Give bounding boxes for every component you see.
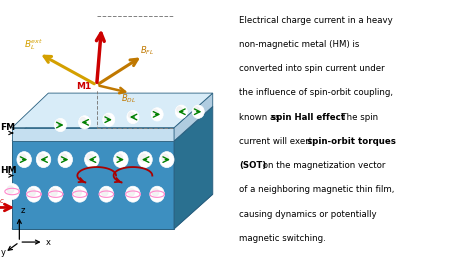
Polygon shape [12,141,174,229]
Text: y: y [1,248,6,257]
Circle shape [60,154,67,161]
Circle shape [140,154,146,161]
Circle shape [48,186,63,202]
Text: on the magnetization vector: on the magnetization vector [259,161,385,170]
Circle shape [153,110,158,115]
Circle shape [126,186,140,202]
Circle shape [29,189,36,196]
Circle shape [73,186,87,202]
Text: HM: HM [0,166,17,175]
Circle shape [127,110,139,124]
Text: causing dynamics or potentially: causing dynamics or potentially [239,210,377,219]
Circle shape [150,186,164,202]
Text: (SOT): (SOT) [239,161,266,170]
Circle shape [55,118,66,132]
Circle shape [162,154,168,161]
Circle shape [84,152,99,168]
Circle shape [91,79,102,91]
Text: converted into spin current under: converted into spin current under [239,64,385,73]
Text: M1: M1 [76,82,91,91]
Text: $B_{FL}$: $B_{FL}$ [140,44,154,57]
Polygon shape [174,106,213,229]
Circle shape [19,154,26,161]
Circle shape [128,189,135,196]
Polygon shape [12,106,213,141]
Circle shape [160,152,174,168]
Circle shape [87,154,93,161]
Text: spin-orbit torques: spin-orbit torques [307,137,396,146]
Circle shape [104,115,110,121]
Circle shape [192,105,204,118]
Polygon shape [12,93,213,128]
Circle shape [128,112,134,118]
Polygon shape [12,194,213,229]
Circle shape [5,184,19,200]
Circle shape [101,189,108,196]
Circle shape [116,154,122,161]
Circle shape [103,113,115,126]
Text: current will exert: current will exert [239,137,315,146]
Text: z: z [20,206,25,215]
Text: non-magnetic metal (HM) is: non-magnetic metal (HM) is [239,40,360,49]
Text: of a neighboring magnetic thin film,: of a neighboring magnetic thin film, [239,185,395,194]
Circle shape [99,186,114,202]
Text: . The spin: . The spin [336,113,378,122]
Circle shape [114,152,128,168]
Text: known as: known as [239,113,283,122]
Text: $B_{DL}$: $B_{DL}$ [121,92,136,105]
Circle shape [17,152,31,168]
Text: spin Hall effect: spin Hall effect [271,113,346,122]
Circle shape [51,189,57,196]
Circle shape [36,152,51,168]
Polygon shape [174,93,213,141]
Circle shape [58,152,73,168]
Circle shape [175,105,187,118]
Circle shape [177,107,182,113]
Circle shape [138,152,152,168]
Circle shape [38,154,45,161]
Circle shape [152,189,159,196]
Text: x: x [46,238,51,247]
Text: the influence of spin-orbit coupling,: the influence of spin-orbit coupling, [239,88,393,97]
Circle shape [80,118,86,123]
Circle shape [151,108,163,121]
Circle shape [79,116,91,129]
Text: $B_L^{ext}$: $B_L^{ext}$ [24,38,43,52]
Circle shape [75,189,82,196]
Text: magnetic switching.: magnetic switching. [239,234,326,243]
Text: $J_c$: $J_c$ [0,192,5,206]
Circle shape [27,186,41,202]
Circle shape [194,107,199,113]
Polygon shape [12,128,174,141]
Circle shape [56,120,62,126]
Circle shape [7,186,14,193]
Text: Electrical charge current in a heavy: Electrical charge current in a heavy [239,15,393,24]
Text: FM: FM [0,123,15,132]
